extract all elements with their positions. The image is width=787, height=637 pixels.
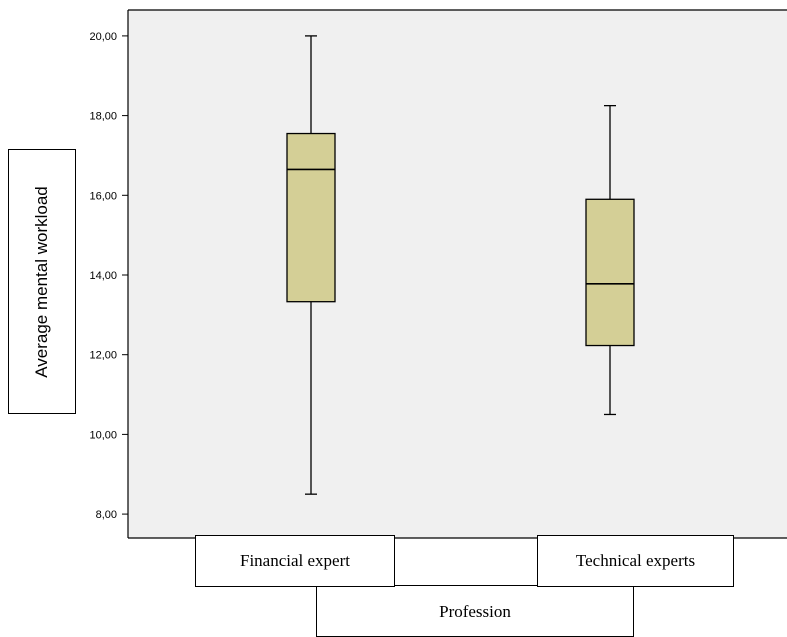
y-tick-label: 18,00 — [89, 111, 117, 123]
y-tick-label: 16,00 — [89, 190, 117, 202]
y-tick-label: 14,00 — [89, 270, 117, 282]
box-group — [585, 104, 635, 416]
x-category-label-financial-box: Financial expert — [195, 535, 395, 587]
iqr-box — [585, 198, 635, 347]
box-group — [286, 35, 336, 495]
x-axis-label: Profession — [439, 602, 511, 621]
category-label-technical: Technical experts — [575, 551, 696, 570]
y-tick-label: 10,00 — [89, 429, 117, 441]
y-tick-label: 20,00 — [89, 31, 117, 43]
plot-area — [128, 10, 787, 538]
y-tick-label: 12,00 — [89, 350, 117, 362]
category-label-financial: Financial expert — [240, 551, 350, 570]
y-ticks: 8,00 10,00 12,00 14,00 16,00 18,00 20,00 — [89, 31, 128, 521]
iqr-box — [286, 132, 336, 303]
y-axis-label: Average mental workload — [32, 185, 51, 378]
boxes — [286, 35, 635, 495]
y-axis-label-box: Average mental workload — [8, 149, 76, 414]
y-tick-label: 8,00 — [96, 509, 117, 521]
x-category-label-technical-box: Technical experts — [537, 535, 734, 587]
x-category-label-financial: Profession — [316, 585, 634, 637]
